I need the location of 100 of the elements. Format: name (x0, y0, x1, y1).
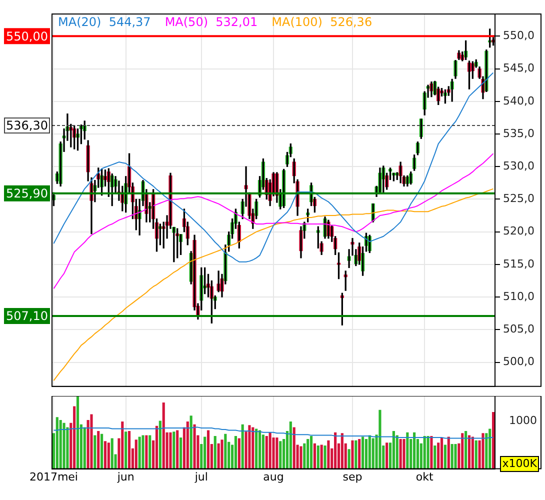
bar (258, 430, 262, 469)
bar (172, 432, 176, 469)
x-tick-label: sep (342, 470, 362, 484)
bar (100, 434, 104, 469)
y-tick-label: 500,0 (503, 355, 534, 368)
bar (97, 430, 100, 469)
bar (434, 446, 436, 469)
bar (364, 438, 368, 469)
bar (440, 437, 444, 469)
bar (217, 443, 220, 469)
bar (148, 435, 152, 469)
bar (358, 438, 361, 469)
bar (224, 434, 227, 469)
bar (402, 438, 406, 469)
ref-line-label: 525,90 (6, 186, 48, 200)
bar (406, 432, 409, 469)
bar (471, 436, 474, 469)
bar (241, 424, 244, 469)
bar (316, 446, 320, 469)
bar (121, 421, 124, 469)
bar (303, 443, 306, 469)
y-tick-label: 545,0 (503, 62, 534, 75)
y-tick-label: 505,0 (503, 322, 534, 336)
bar (214, 436, 216, 469)
bar (268, 432, 272, 469)
bar (386, 442, 388, 469)
bar (155, 426, 158, 469)
bar (340, 433, 344, 469)
bar (488, 428, 492, 469)
bar (90, 414, 93, 469)
bar (327, 440, 330, 469)
bar (62, 422, 66, 469)
bar (279, 441, 282, 469)
bar (142, 435, 144, 469)
bar (104, 441, 107, 469)
bar (306, 438, 310, 469)
bar (351, 440, 354, 469)
bar (464, 430, 468, 469)
bar (186, 421, 189, 469)
y-tick-label: 520,0 (503, 224, 534, 238)
x-tick-label: jun (116, 470, 134, 484)
bar (128, 430, 131, 469)
bar (313, 443, 316, 469)
bar (252, 427, 254, 469)
bar (482, 433, 484, 469)
bar (193, 424, 196, 469)
bar (248, 425, 251, 469)
text: MA(50) 532,01 (164, 15, 258, 30)
y-tick-label: 510,0 (503, 290, 534, 303)
bar (368, 435, 371, 469)
bar (238, 438, 240, 469)
y-tick-label: 540,0 (503, 94, 534, 108)
bar (138, 436, 141, 469)
bar (255, 428, 258, 469)
bar (426, 436, 430, 469)
bar (59, 420, 62, 469)
bar (372, 438, 374, 469)
bar (399, 438, 402, 469)
bar (430, 436, 433, 469)
bar (169, 432, 172, 469)
bar (276, 437, 278, 469)
bar (73, 406, 76, 469)
bar (158, 420, 162, 469)
bar (310, 436, 313, 469)
bar (234, 436, 238, 469)
bar (56, 417, 58, 469)
bar (461, 433, 464, 469)
bar (450, 444, 454, 469)
bar (162, 402, 165, 469)
bar (272, 437, 275, 469)
text: MA(20) 544,37 (58, 15, 151, 30)
bar (447, 436, 450, 469)
bar (76, 396, 80, 469)
x-tick-label: okt (416, 470, 434, 484)
bar (474, 440, 478, 469)
bar (396, 435, 398, 469)
bar (320, 444, 323, 469)
bar (204, 436, 206, 469)
bar (110, 438, 114, 469)
bar (107, 442, 110, 469)
y-tick-label: 515,0 (503, 257, 534, 270)
bar (334, 432, 337, 469)
bar (423, 436, 426, 469)
bar (94, 435, 96, 469)
bar (362, 436, 364, 469)
bar (413, 432, 416, 469)
bar (348, 449, 350, 469)
text: MA(100) 526,36 (272, 15, 372, 30)
bar (492, 412, 495, 469)
ref-line-label: 536,30 (6, 118, 48, 133)
bar (354, 440, 358, 469)
bar (179, 437, 182, 469)
bar (220, 440, 224, 469)
bar (289, 421, 292, 469)
y-axis-title: x100K (500, 456, 539, 472)
bar (392, 430, 395, 469)
bar (265, 436, 268, 469)
bar (324, 446, 326, 469)
text: 1000 (509, 414, 537, 427)
ref-line-label: 550,00 (6, 29, 48, 44)
